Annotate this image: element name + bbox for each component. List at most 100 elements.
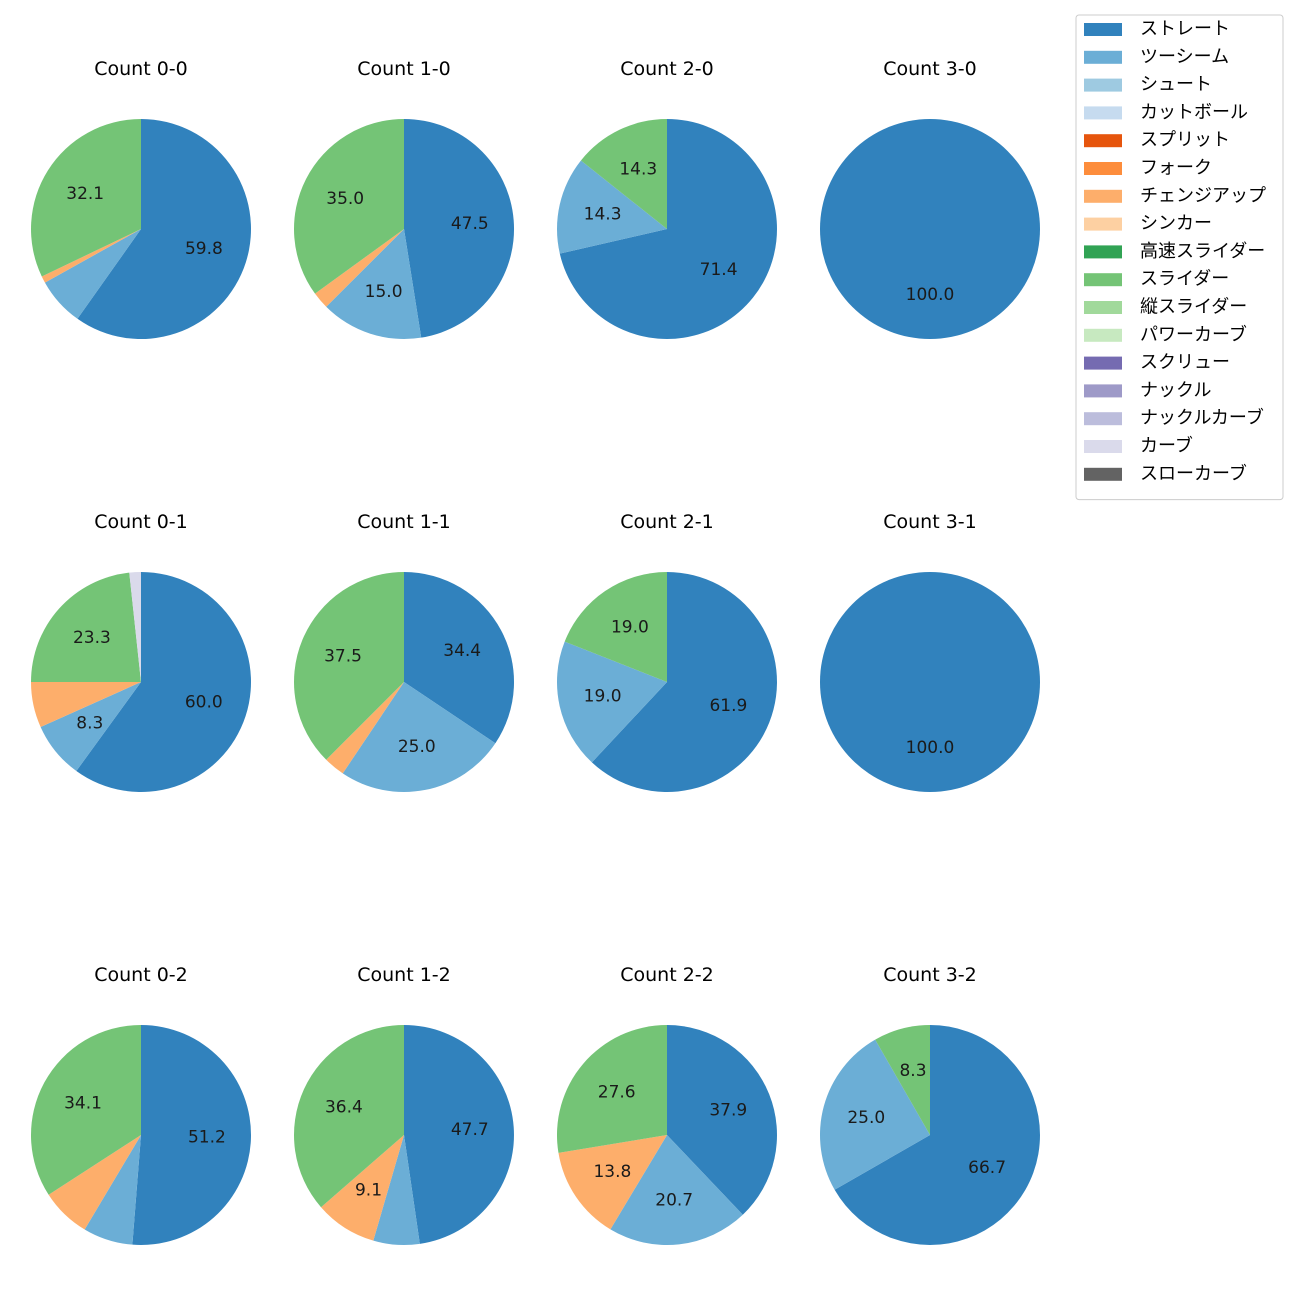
slice-label: 32.1 (66, 184, 104, 204)
legend-item: シュート (1084, 74, 1212, 95)
slice-label: 34.4 (443, 641, 481, 661)
pie-7: Count 2-1 61.9 19.0 19.0 (557, 511, 777, 792)
pie-slice (819, 1039, 930, 1190)
legend-item: ナックル (1084, 380, 1211, 401)
legend-swatch (1084, 78, 1122, 92)
legend-label: ナックル (1140, 380, 1211, 401)
pie-slice (610, 1135, 743, 1246)
legend: ストレートツーシームシュートカットボールスプリットフォークチェンジアップシンカー… (1075, 14, 1284, 501)
pie-title: Count 2-2 (620, 964, 714, 986)
pie-slice (820, 572, 1040, 792)
slice-label: 100.0 (906, 285, 955, 305)
legend-label: ツーシーム (1140, 46, 1229, 67)
legend-label: 縦スライダー (1140, 297, 1247, 318)
legend-swatch (1084, 134, 1122, 148)
pie-title: Count 1-1 (357, 511, 451, 533)
legend-swatch (1084, 245, 1122, 259)
pie-slice (321, 1135, 404, 1241)
slice-label: 71.4 (700, 260, 738, 280)
pie-slice (820, 119, 1040, 339)
slice-label: 35.0 (326, 189, 364, 209)
pie-slice (44, 229, 141, 319)
pie-slice (41, 229, 141, 283)
legend-swatch (1084, 162, 1122, 175)
pie-11: Count 2-2 37.9 20.7 13.8 27.6 (556, 964, 777, 1246)
pie-slice (557, 641, 667, 763)
pie-slice (31, 572, 141, 682)
pie-slice (30, 1025, 141, 1195)
slice-label: 66.7 (968, 1158, 1006, 1178)
pie-slice (556, 1025, 667, 1153)
pie-slice (556, 160, 667, 254)
pie-slice (580, 118, 667, 229)
legend-swatch (1084, 301, 1122, 314)
slice-label: 36.4 (325, 1098, 363, 1118)
slice-label: 59.8 (185, 239, 223, 259)
legend-item: カットボール (1084, 102, 1248, 123)
slice-label: 100.0 (906, 738, 955, 758)
legend-item: ナックルカーブ (1084, 407, 1264, 429)
legend-item: 縦スライダー (1084, 297, 1247, 318)
slice-label: 51.2 (188, 1128, 226, 1148)
pie-slice (40, 682, 141, 771)
pie-title: Count 1-0 (357, 58, 451, 80)
slice-label: 20.7 (655, 1191, 693, 1211)
pie-title: Count 0-1 (94, 511, 188, 533)
slice-label: 9.1 (355, 1181, 382, 1201)
slice-label: 25.0 (847, 1108, 885, 1128)
slice-label: 47.5 (451, 214, 489, 234)
pie-slice (875, 1025, 930, 1135)
pie-slice (84, 1135, 141, 1245)
slice-label: 27.6 (598, 1082, 636, 1102)
slice-label: 23.3 (73, 628, 111, 648)
legend-swatch (1084, 467, 1122, 481)
slice-label: 60.0 (185, 692, 223, 712)
legend-item: カーブ (1084, 435, 1193, 457)
legend-item: 高速スライダー (1084, 241, 1265, 262)
slice-label: 34.1 (64, 1093, 102, 1113)
pie-title: Count 2-0 (620, 58, 714, 80)
legend-item: パワーカーブ (1084, 323, 1247, 345)
pie-9: Count 0-2 51.2 34.1 (30, 964, 252, 1245)
pie-slice (373, 1135, 420, 1245)
legend-label: スプリット (1140, 130, 1230, 151)
slice-label: 47.7 (451, 1120, 489, 1140)
legend-item: シンカー (1084, 213, 1212, 234)
slice-label: 15.0 (365, 282, 403, 302)
pie-title: Count 3-1 (883, 511, 977, 533)
legend-label: スクリュー (1140, 352, 1230, 373)
legend-label: フォーク (1140, 158, 1212, 179)
pie-title: Count 0-2 (94, 964, 188, 986)
legend-label: カーブ (1140, 435, 1193, 457)
slice-label: 25.0 (398, 737, 436, 757)
pie-slice (293, 119, 404, 294)
slice-label: 37.5 (324, 647, 362, 667)
pie-slice (132, 1025, 252, 1245)
pie-slice (667, 1025, 777, 1215)
legend-item: ツーシーム (1084, 46, 1229, 67)
legend-swatch (1084, 189, 1122, 203)
pie-1: Count 0-0 59.8 32.1 (31, 58, 251, 339)
slice-label: 19.0 (584, 687, 622, 707)
pie-slice (129, 572, 141, 682)
pie-3: Count 2-0 71.4 14.3 14.3 (556, 58, 777, 339)
slice-label: 8.3 (899, 1061, 926, 1081)
legend-label: スライダー (1140, 269, 1229, 290)
pie-6: Count 1-1 34.4 25.0 37.5 (294, 511, 515, 793)
legend-swatch (1084, 217, 1122, 231)
legend-swatch (1084, 50, 1122, 64)
pie-slice (326, 682, 404, 774)
legend-item: フォーク (1084, 158, 1212, 179)
pie-slice (76, 572, 251, 792)
legend-label: ナックルカーブ (1140, 407, 1264, 429)
legend-label: ストレート (1140, 19, 1230, 40)
pie-slice (559, 119, 777, 339)
pie-slice (77, 119, 251, 339)
pie-slice (564, 572, 667, 682)
pie-slice (404, 572, 515, 744)
pie-10: Count 1-2 47.7 9.1 36.4 (294, 964, 514, 1245)
pie-slice (591, 572, 777, 792)
legend-swatch (1084, 273, 1122, 287)
pie-slice (294, 1025, 404, 1208)
